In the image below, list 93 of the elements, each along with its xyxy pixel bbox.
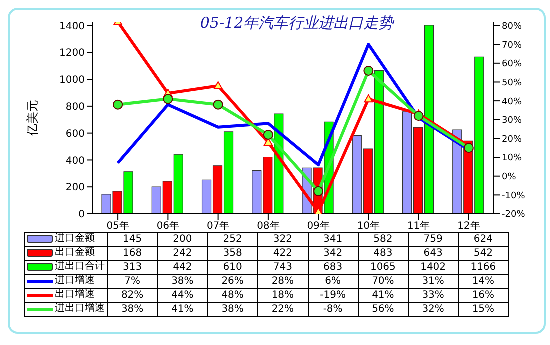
data-label: 358 bbox=[208, 246, 258, 260]
data-label: 313 bbox=[108, 260, 158, 274]
data-label: 31% bbox=[408, 274, 458, 288]
data-label: 683 bbox=[308, 260, 358, 274]
y-tick-label: 1000 bbox=[60, 75, 85, 86]
x-tick-label: 11年 bbox=[407, 220, 430, 232]
data-label: 200 bbox=[158, 232, 208, 246]
data-label: 32% bbox=[408, 302, 458, 316]
data-label: 33% bbox=[408, 288, 458, 302]
data-label: 342 bbox=[308, 246, 358, 260]
y2-tick-label: 60% bbox=[502, 60, 522, 70]
data-label: 48% bbox=[208, 288, 258, 302]
x-tick-label: 09年 bbox=[307, 220, 330, 232]
data-label: 70% bbox=[358, 274, 408, 288]
data-label: 16% bbox=[458, 288, 508, 302]
data-label: 341 bbox=[308, 232, 358, 246]
x-tick-label: 12年 bbox=[458, 220, 480, 232]
x-tick-label: 08年 bbox=[257, 220, 280, 232]
legend-label: 进口金额 bbox=[55, 233, 95, 244]
data-label: 38% bbox=[108, 302, 158, 316]
data-label: 1065 bbox=[358, 260, 408, 274]
y-tick-label: 800 bbox=[66, 102, 85, 113]
point bbox=[113, 100, 124, 110]
legend-label: 出口金额 bbox=[55, 247, 95, 258]
data-label: 1166 bbox=[458, 260, 508, 274]
data-label: 28% bbox=[258, 274, 308, 288]
data-label: 6% bbox=[308, 274, 358, 288]
y2-tick-label: 70% bbox=[502, 40, 522, 51]
y2-tick-label: 30% bbox=[502, 116, 522, 126]
y-axis-title: 亿美元 bbox=[25, 100, 40, 137]
y-tick-label: 600 bbox=[66, 128, 85, 140]
point bbox=[213, 100, 224, 110]
y-tick-label: 0 bbox=[78, 210, 85, 221]
data-label: 322 bbox=[258, 232, 308, 246]
data-label: 168 bbox=[108, 246, 158, 260]
data-label: 483 bbox=[358, 246, 408, 260]
legend-label: 进出口合计 bbox=[55, 261, 105, 272]
point bbox=[464, 143, 474, 154]
data-label: 7% bbox=[108, 274, 158, 288]
point bbox=[364, 66, 374, 76]
x-tick-label: 07年 bbox=[206, 220, 230, 232]
data-label: 82% bbox=[108, 288, 158, 302]
data-label: 15% bbox=[458, 302, 508, 316]
point bbox=[263, 130, 274, 140]
legend-label: 进出口增速 bbox=[55, 303, 105, 314]
data-label: 22% bbox=[258, 302, 308, 316]
y-tick-label: 1400 bbox=[60, 21, 85, 32]
y-tick-label: 1200 bbox=[60, 48, 85, 60]
data-label: 582 bbox=[358, 232, 408, 246]
data-label: 743 bbox=[258, 260, 308, 274]
y2-tick-label: 20% bbox=[502, 134, 522, 145]
data-label: 252 bbox=[208, 232, 258, 246]
data-label: 643 bbox=[408, 246, 458, 260]
legend-label: 进口增速 bbox=[55, 275, 95, 286]
point bbox=[314, 186, 324, 196]
legend-label: 出口增速 bbox=[55, 289, 95, 300]
point bbox=[163, 94, 174, 104]
data-label: 624 bbox=[458, 232, 508, 246]
data-label: 759 bbox=[408, 232, 458, 246]
data-label: 242 bbox=[158, 246, 208, 260]
y2-tick-label: -10% bbox=[502, 191, 526, 202]
data-label: -8% bbox=[308, 302, 358, 316]
data-label: 1402 bbox=[408, 260, 458, 274]
data-label: -19% bbox=[308, 288, 358, 302]
data-label: 18% bbox=[258, 288, 308, 302]
y-tick-label: 200 bbox=[66, 182, 85, 194]
point bbox=[414, 111, 424, 122]
y2-tick-label: 50% bbox=[502, 78, 522, 88]
data-label: 610 bbox=[208, 260, 258, 274]
data-label: 41% bbox=[158, 302, 208, 316]
data-label: 14% bbox=[458, 274, 508, 288]
data-label: 44% bbox=[158, 288, 208, 302]
data-label: 56% bbox=[358, 302, 408, 316]
x-tick-label: 06年 bbox=[156, 220, 180, 232]
y2-tick-label: 0% bbox=[502, 172, 517, 183]
data-label: 38% bbox=[208, 302, 258, 316]
chart-title: 05-12年汽车行业进出口走势 bbox=[200, 14, 394, 32]
data-label: 422 bbox=[258, 246, 308, 260]
data-label: 145 bbox=[108, 232, 158, 246]
data-label: 41% bbox=[358, 288, 408, 302]
y2-tick-label: 10% bbox=[502, 154, 522, 164]
point bbox=[214, 82, 223, 90]
x-tick-label: 10年 bbox=[357, 220, 380, 232]
y2-tick-label: -20% bbox=[502, 210, 526, 220]
point bbox=[364, 94, 374, 103]
data-label: 542 bbox=[458, 246, 508, 260]
data-label: 26% bbox=[208, 274, 258, 288]
y-tick-label: 400 bbox=[66, 156, 85, 167]
y2-tick-label: 80% bbox=[502, 22, 522, 32]
data-label: 38% bbox=[158, 274, 208, 288]
y2-tick-label: 40% bbox=[502, 97, 522, 108]
data-label: 442 bbox=[158, 260, 208, 274]
x-tick-label: 05年 bbox=[106, 220, 130, 232]
